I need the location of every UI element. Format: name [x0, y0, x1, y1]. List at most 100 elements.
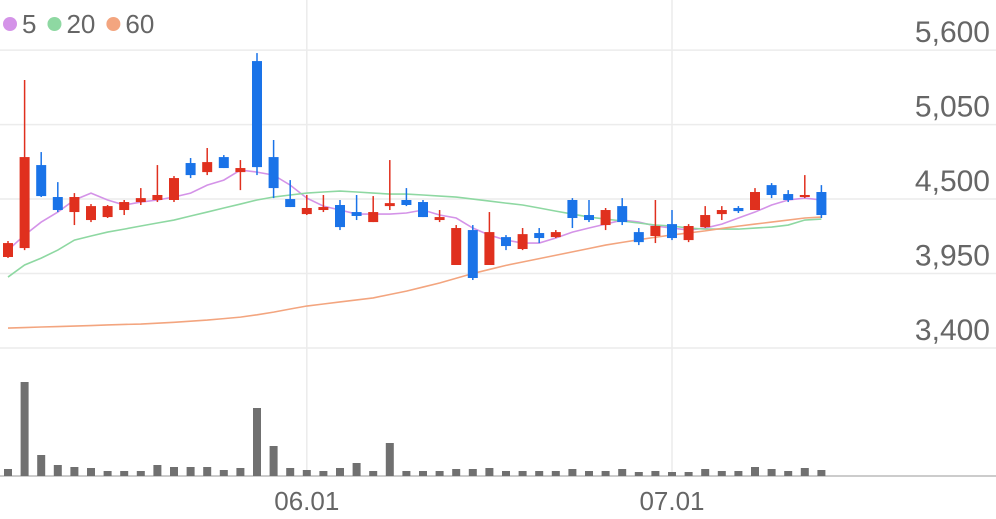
volume-bar	[319, 471, 328, 476]
candle-body	[484, 232, 495, 265]
candle-body	[119, 202, 130, 211]
volume-bar	[668, 472, 676, 476]
x-tick-label: 07.01	[639, 486, 704, 516]
candle-body	[135, 198, 146, 203]
candle-body	[36, 165, 47, 197]
volume-bar	[219, 470, 228, 476]
volume-bar	[20, 382, 29, 476]
y-tick-label: 3,950	[915, 240, 990, 273]
volume-bar	[535, 471, 544, 476]
candle-body	[683, 225, 694, 241]
volume-bar	[817, 470, 826, 476]
volume-bar	[186, 467, 195, 476]
candle-body	[3, 243, 13, 258]
volume-bar	[684, 472, 693, 476]
candle-body	[617, 206, 628, 223]
volume-bar	[170, 467, 178, 476]
volume-bar	[70, 467, 79, 476]
volume-bar	[87, 468, 95, 476]
legend-marker	[106, 17, 121, 31]
candle-body	[766, 185, 777, 195]
volume-bar	[452, 469, 461, 476]
candle-body	[335, 205, 345, 228]
candle-body	[799, 194, 810, 198]
candle-body	[185, 163, 196, 176]
candle-body	[517, 234, 528, 250]
volume-bar	[153, 465, 162, 476]
y-tick-label: 5,050	[915, 91, 990, 124]
candle-body	[816, 192, 827, 216]
candle-body	[218, 157, 229, 169]
volume-bar	[4, 469, 12, 476]
volume-bar	[385, 443, 394, 476]
candle-body	[235, 168, 246, 173]
volume-bar	[302, 470, 311, 476]
volume-bar	[402, 471, 411, 476]
candle-body	[268, 157, 279, 189]
volume-bar	[618, 469, 627, 476]
legend-label: 60	[125, 9, 154, 39]
legend-marker	[3, 17, 17, 31]
candle-body	[550, 232, 561, 238]
volume-bar	[551, 471, 560, 476]
candle-body	[351, 212, 362, 216]
candle-body	[384, 203, 395, 207]
y-tick-label: 3,400	[915, 314, 990, 347]
candle-body	[750, 192, 760, 211]
volume-bar	[585, 471, 593, 476]
ma-line	[7, 216, 822, 329]
candle-body	[633, 232, 644, 243]
volume-bar	[369, 471, 378, 476]
volume-bar	[236, 468, 245, 476]
volume-bar	[751, 467, 759, 476]
volume-bar	[767, 469, 776, 476]
candle-body	[434, 217, 445, 221]
volume-bar	[701, 469, 710, 476]
x-tick-label: 06.01	[274, 486, 339, 516]
volume-bar	[253, 408, 261, 476]
candle-body	[733, 207, 744, 212]
legend-label: 5	[22, 9, 36, 39]
ma-line	[7, 169, 822, 251]
candle-body	[501, 237, 511, 247]
candle-body	[700, 215, 711, 228]
candle-body	[285, 199, 296, 208]
candle-body	[600, 210, 611, 226]
candle-body	[716, 210, 727, 215]
volume-bar	[784, 471, 793, 476]
volume-bar	[269, 446, 278, 476]
candle-body	[86, 206, 96, 221]
candle-body	[467, 230, 478, 278]
candle-body	[318, 207, 329, 211]
candle-body	[252, 61, 262, 168]
volume-bar	[634, 472, 643, 476]
volume-bar	[502, 471, 510, 476]
volume-bar	[435, 471, 444, 476]
legend-label: 20	[66, 9, 95, 39]
volume-bar	[203, 467, 212, 476]
volume-bar	[120, 471, 129, 476]
candle-body	[401, 199, 412, 206]
volume-bar	[419, 471, 427, 476]
volume-bar	[651, 471, 660, 476]
candle-body	[584, 215, 594, 221]
candle-body	[69, 197, 80, 213]
candle-body	[783, 194, 794, 200]
volume-bar	[568, 469, 577, 476]
candle-body	[202, 162, 213, 173]
candle-body	[418, 202, 428, 218]
volume-bar	[37, 455, 46, 476]
candle-body	[152, 194, 163, 200]
volume-bar	[136, 471, 145, 476]
volume-bar	[601, 471, 610, 476]
volume-bar	[717, 471, 726, 476]
volume-bar	[103, 471, 112, 476]
y-tick-label: 5,600	[915, 16, 990, 49]
legend-marker	[47, 17, 62, 31]
candle-body	[368, 212, 379, 223]
volume-bar	[286, 468, 295, 476]
candle-body	[52, 197, 63, 211]
volume-bar	[485, 468, 494, 476]
volume-bar	[518, 471, 527, 476]
